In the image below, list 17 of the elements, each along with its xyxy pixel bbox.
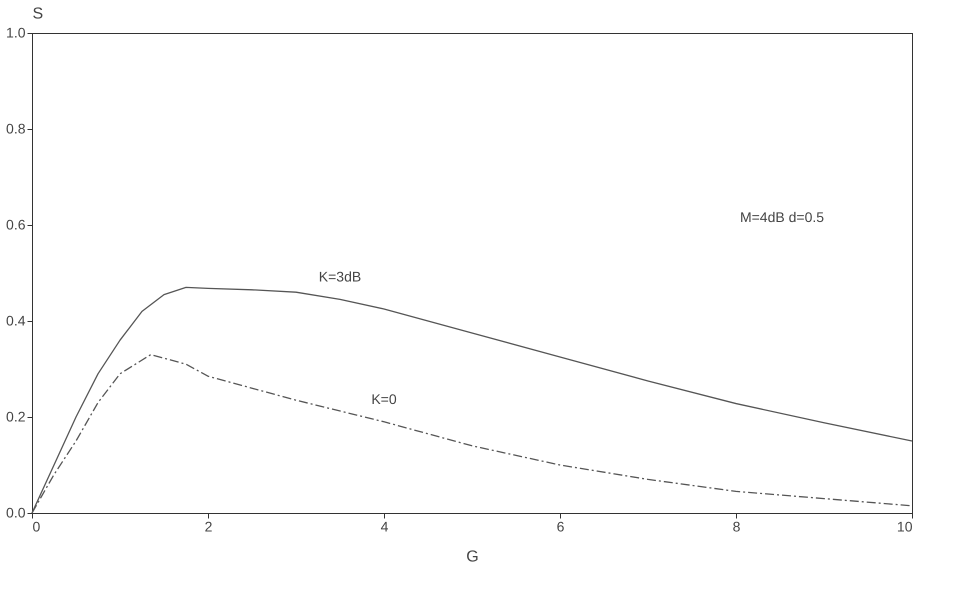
x-tick-label: 4: [380, 518, 389, 534]
y-tick-label: 0.6: [6, 216, 26, 232]
x-tick-label: 8: [732, 518, 741, 534]
annotation: M=4dB d=0.5: [740, 209, 824, 225]
x-tick-label: 10: [896, 518, 913, 534]
y-tick-label: 0.4: [6, 312, 26, 328]
x-axis-title: G: [466, 548, 479, 566]
y-tick-label: 0.0: [6, 504, 26, 520]
y-axis-title: S: [32, 6, 44, 22]
series-label: K=3dB: [318, 268, 362, 284]
y-tick-label: 0.8: [6, 120, 26, 136]
x-tick-label: 6: [556, 518, 565, 534]
series-label: K=0: [371, 390, 397, 407]
x-tick-label: 0: [32, 518, 40, 534]
x-tick-label: 2: [204, 518, 213, 534]
y-tick-label: 0.2: [6, 408, 26, 424]
y-tick-label: 1.0: [6, 24, 26, 40]
